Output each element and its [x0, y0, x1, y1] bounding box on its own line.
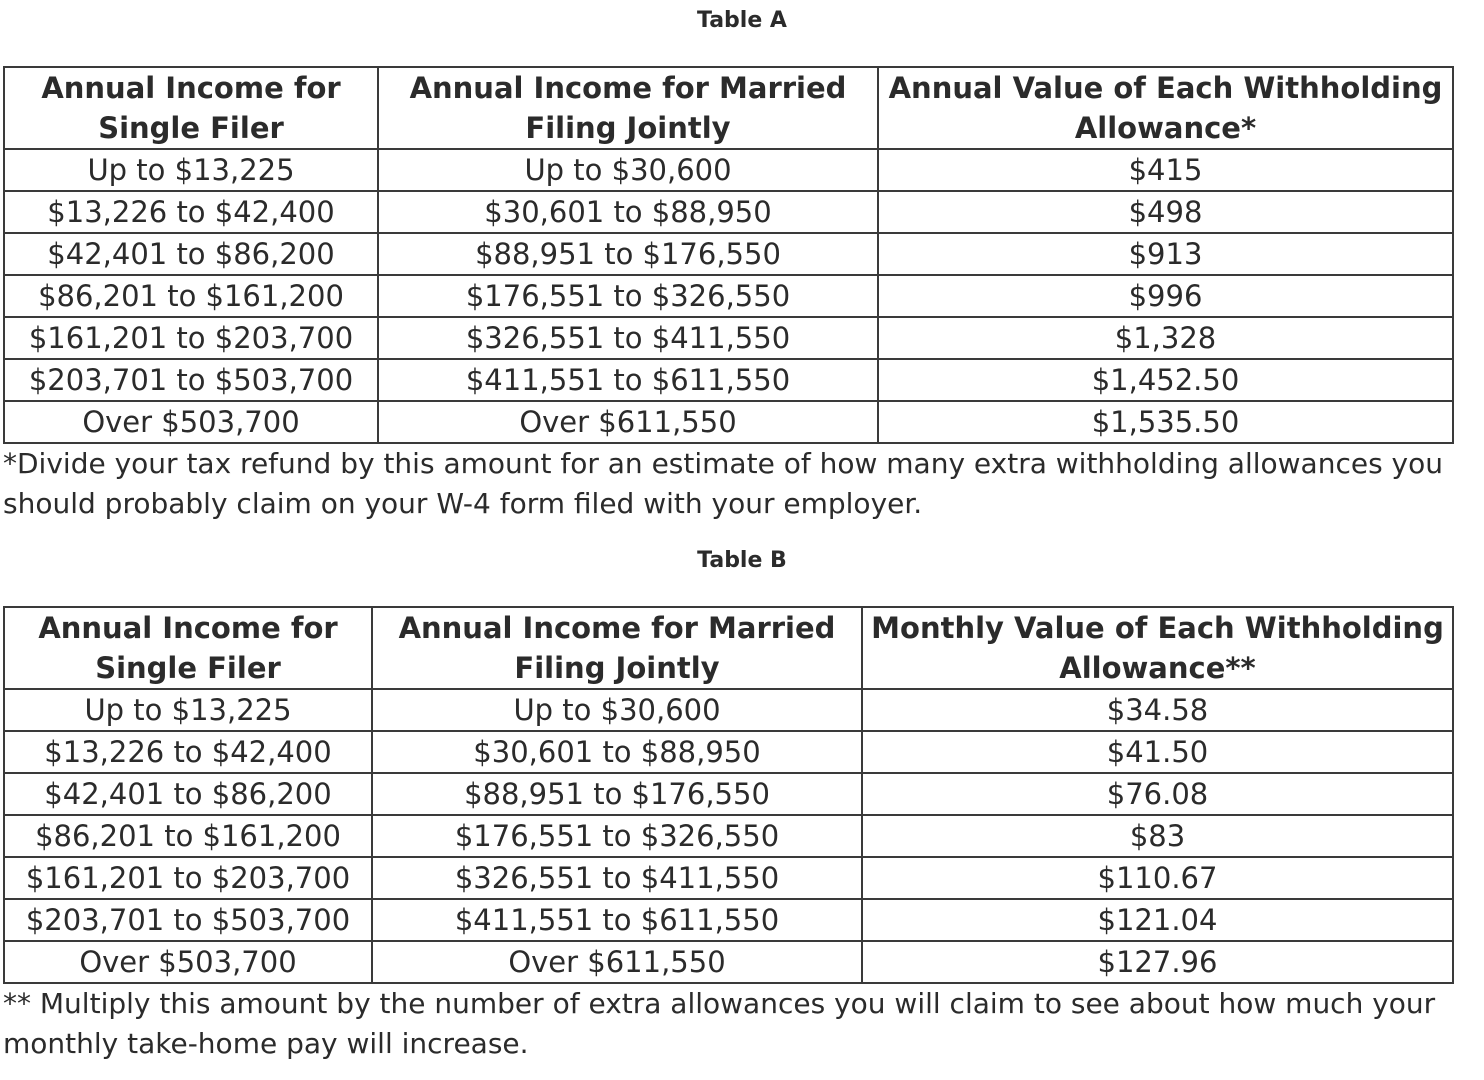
- table-row: Over $503,700 Over $611,550 $1,535.50: [3, 400, 1454, 444]
- table-cell: $110.67: [861, 856, 1454, 900]
- table-cell: $127.96: [861, 940, 1454, 984]
- table-row: $42,401 to $86,200 $88,951 to $176,550 $…: [3, 772, 1454, 816]
- column-header: Annual Income for Single Filer: [3, 606, 373, 690]
- table-a-footnote: *Divide your tax refund by this amount f…: [3, 447, 1444, 520]
- table-a: Annual Income for Single Filer Annual In…: [3, 66, 1454, 444]
- table-row: Up to $13,225 Up to $30,600 $34.58: [3, 688, 1454, 732]
- table-a-caption: Table A: [697, 8, 787, 33]
- table-cell: $34.58: [861, 688, 1454, 732]
- table-cell: Over $611,550: [371, 940, 863, 984]
- table-cell: $76.08: [861, 772, 1454, 816]
- table-cell: $498: [877, 190, 1454, 234]
- table-cell: Up to $30,600: [377, 148, 879, 192]
- table-row: $13,226 to $42,400 $30,601 to $88,950 $4…: [3, 190, 1454, 234]
- table-row: Up to $13,225 Up to $30,600 $415: [3, 148, 1454, 192]
- table-cell: $121.04: [861, 898, 1454, 942]
- table-row: $161,201 to $203,700 $326,551 to $411,55…: [3, 316, 1454, 360]
- table-cell: $161,201 to $203,700: [3, 316, 379, 360]
- table-cell: Up to $30,600: [371, 688, 863, 732]
- table-cell: $1,452.50: [877, 358, 1454, 402]
- table-cell: $42,401 to $86,200: [3, 232, 379, 276]
- table-header-row: Annual Income for Single Filer Annual In…: [3, 606, 1454, 690]
- table-cell: $1,535.50: [877, 400, 1454, 444]
- table-row: $86,201 to $161,200 $176,551 to $326,550…: [3, 814, 1454, 858]
- table-cell: $326,551 to $411,550: [371, 856, 863, 900]
- table-b-footnote: ** Multiply this amount by the number of…: [3, 987, 1436, 1060]
- column-header: Annual Income for Married Filing Jointly: [371, 606, 863, 690]
- table-cell: $161,201 to $203,700: [3, 856, 373, 900]
- table-cell: $13,226 to $42,400: [3, 730, 373, 774]
- column-header: Annual Value of Each Withholding Allowan…: [877, 66, 1454, 150]
- table-cell: $83: [861, 814, 1454, 858]
- table-cell: Up to $13,225: [3, 148, 379, 192]
- table-row: $86,201 to $161,200 $176,551 to $326,550…: [3, 274, 1454, 318]
- table-cell: $86,201 to $161,200: [3, 274, 379, 318]
- column-header: Annual Income for Single Filer: [3, 66, 379, 150]
- table-cell: $326,551 to $411,550: [377, 316, 879, 360]
- column-header: Monthly Value of Each Withholding Allowa…: [861, 606, 1454, 690]
- table-cell: $996: [877, 274, 1454, 318]
- table-row: $203,701 to $503,700 $411,551 to $611,55…: [3, 358, 1454, 402]
- table-cell: $1,328: [877, 316, 1454, 360]
- table-cell: $88,951 to $176,550: [377, 232, 879, 276]
- table-cell: $86,201 to $161,200: [3, 814, 373, 858]
- table-cell: Over $503,700: [3, 940, 373, 984]
- table-cell: $415: [877, 148, 1454, 192]
- table-row: $13,226 to $42,400 $30,601 to $88,950 $4…: [3, 730, 1454, 774]
- table-cell: Over $611,550: [377, 400, 879, 444]
- table-cell: $411,551 to $611,550: [371, 898, 863, 942]
- table-row: $42,401 to $86,200 $88,951 to $176,550 $…: [3, 232, 1454, 276]
- table-row: Over $503,700 Over $611,550 $127.96: [3, 940, 1454, 984]
- table-b: Annual Income for Single Filer Annual In…: [3, 606, 1454, 984]
- table-cell: $203,701 to $503,700: [3, 358, 379, 402]
- table-row: $203,701 to $503,700 $411,551 to $611,55…: [3, 898, 1454, 942]
- table-cell: $30,601 to $88,950: [377, 190, 879, 234]
- table-cell: $13,226 to $42,400: [3, 190, 379, 234]
- table-cell: $176,551 to $326,550: [371, 814, 863, 858]
- table-cell: Up to $13,225: [3, 688, 373, 732]
- table-cell: $913: [877, 232, 1454, 276]
- table-cell: $42,401 to $86,200: [3, 772, 373, 816]
- table-cell: $41.50: [861, 730, 1454, 774]
- table-header-row: Annual Income for Single Filer Annual In…: [3, 66, 1454, 150]
- table-cell: $203,701 to $503,700: [3, 898, 373, 942]
- table-cell: $176,551 to $326,550: [377, 274, 879, 318]
- table-cell: $411,551 to $611,550: [377, 358, 879, 402]
- table-cell: $30,601 to $88,950: [371, 730, 863, 774]
- table-row: $161,201 to $203,700 $326,551 to $411,55…: [3, 856, 1454, 900]
- table-b-caption: Table B: [697, 548, 787, 573]
- table-cell: $88,951 to $176,550: [371, 772, 863, 816]
- column-header: Annual Income for Married Filing Jointly: [377, 66, 879, 150]
- table-cell: Over $503,700: [3, 400, 379, 444]
